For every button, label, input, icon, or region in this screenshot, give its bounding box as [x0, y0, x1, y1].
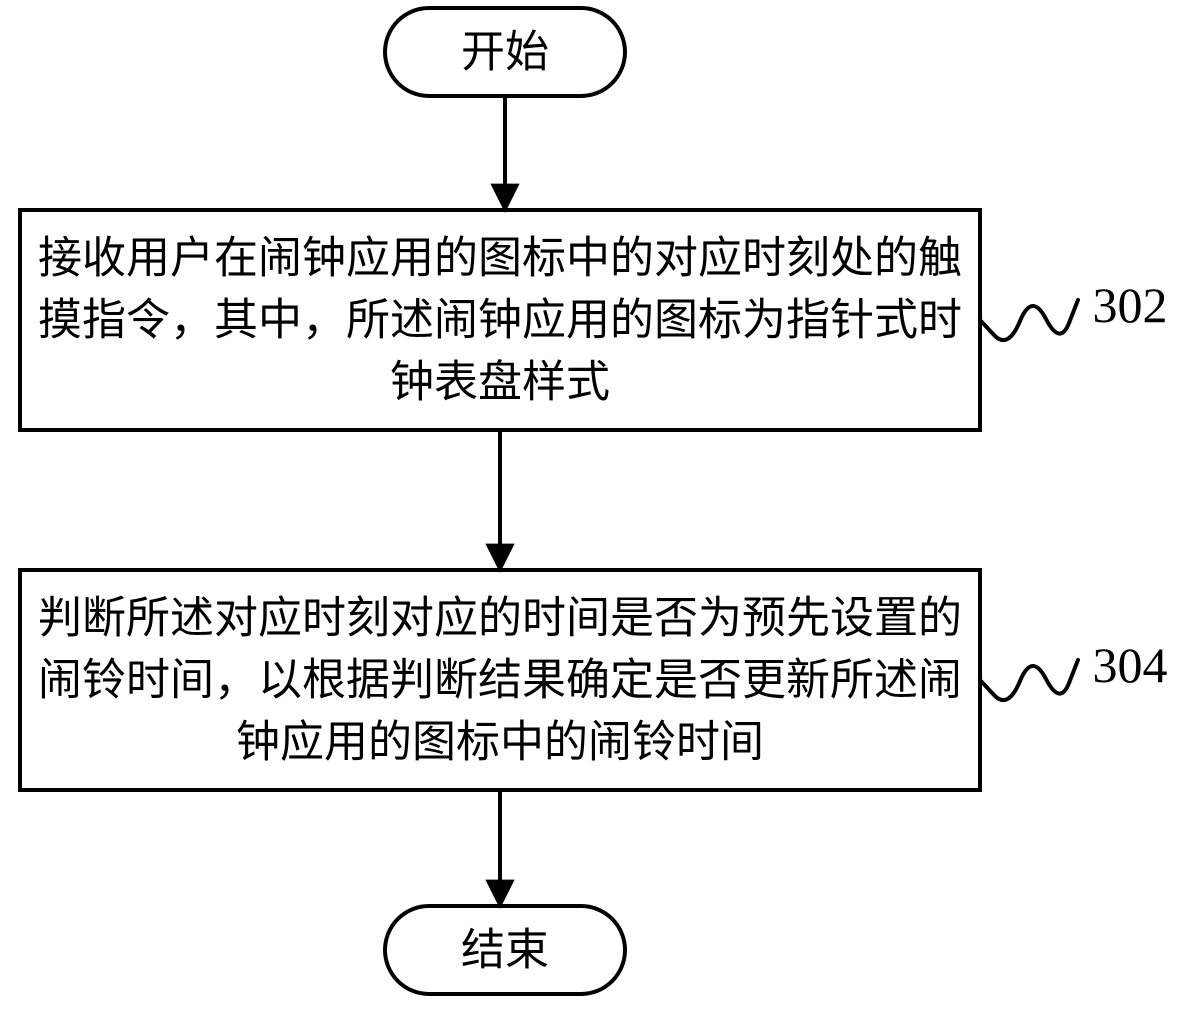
callout-302-curve [980, 300, 1078, 340]
node-step304-line-2: 钟应用的图标中的闹铃时间 [236, 718, 764, 767]
node-step304-line-1: 闹铃时间，以根据判断结果确定是否更新所述闹 [38, 656, 962, 705]
callout-304-label: 304 [1093, 637, 1168, 693]
node-start: 开始 [385, 8, 625, 96]
node-end-label: 结束 [461, 926, 549, 975]
node-step302-line-0: 接收用户在闹钟应用的图标中的对应时刻处的触 [38, 234, 962, 283]
node-step304-line-0: 判断所述对应时刻对应的时间是否为预先设置的 [38, 594, 962, 643]
node-step302: 接收用户在闹钟应用的图标中的对应时刻处的触摸指令，其中，所述闹钟应用的图标为指针… [20, 210, 980, 430]
node-end: 结束 [385, 906, 625, 994]
callout-302: 302 [980, 277, 1168, 340]
flowchart-canvas: 开始接收用户在闹钟应用的图标中的对应时刻处的触摸指令，其中，所述闹钟应用的图标为… [0, 0, 1202, 1014]
node-step304: 判断所述对应时刻对应的时间是否为预先设置的闹铃时间，以根据判断结果确定是否更新所… [20, 570, 980, 790]
node-step302-line-1: 摸指令，其中，所述闹钟应用的图标为指针式时 [38, 296, 962, 345]
callout-302-label: 302 [1093, 277, 1168, 333]
callout-304-curve [980, 660, 1078, 700]
callout-304: 304 [980, 637, 1168, 700]
node-step302-line-2: 钟表盘样式 [390, 358, 610, 407]
node-start-label: 开始 [461, 28, 549, 77]
